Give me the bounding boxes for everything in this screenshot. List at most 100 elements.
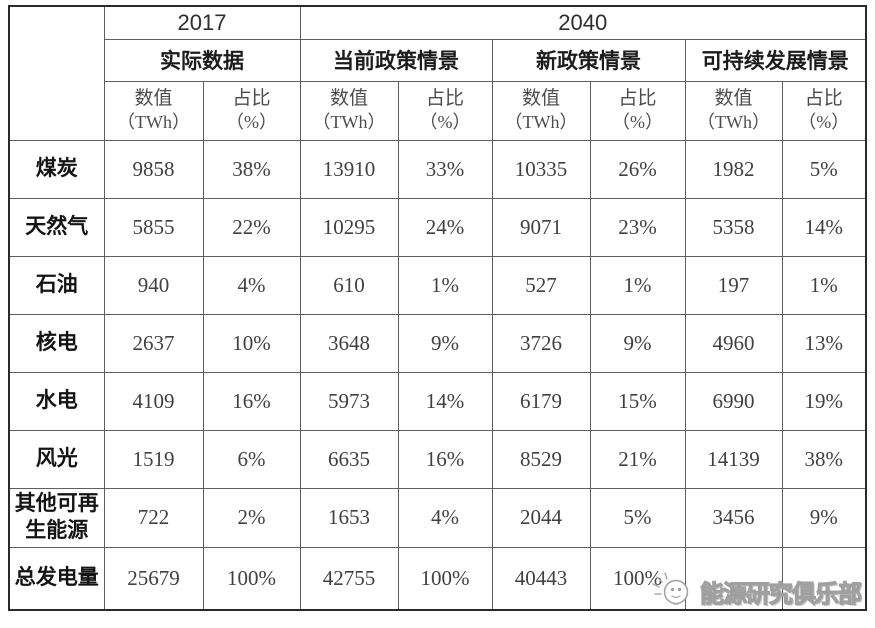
data-cell: 38% [781, 429, 867, 489]
data-cell: 4% [397, 487, 493, 548]
data-cell: 8529 [491, 429, 591, 489]
value-unit: （TWh） [117, 112, 190, 133]
value-unit: （TWh） [504, 112, 578, 133]
value-label: 数值 [521, 88, 560, 110]
share-label: 占比 [618, 88, 657, 110]
data-cell [684, 546, 783, 611]
row-label: 天然气 [8, 197, 105, 257]
data-cell: 10% [202, 313, 301, 373]
value-twh-header: 数值 （TWh） [299, 80, 399, 141]
row-label: 水电 [8, 371, 105, 431]
share-unit: （%） [419, 112, 471, 133]
data-cell: 14139 [684, 429, 783, 489]
table-row: 风光 1519 6% 6635 16% 8529 21% 14139 38% [8, 429, 867, 489]
data-cell: 14% [397, 371, 493, 431]
data-cell: 6635 [299, 429, 399, 489]
data-cell: 940 [103, 255, 204, 315]
data-cell: 4109 [103, 371, 204, 431]
data-cell: 5% [589, 487, 686, 548]
data-cell: 197 [684, 255, 783, 315]
value-twh-header: 数值 （TWh） [103, 80, 204, 141]
energy-generation-table: 2017 2040 实际数据 当前政策情景 新政策情景 可持续发展情景 数值 （… [8, 5, 867, 611]
header-year-row: 2017 2040 [8, 5, 867, 141]
share-pct-header: 占比 （%） [202, 80, 301, 141]
scenario-sustainable: 可持续发展情景 [684, 38, 867, 82]
share-pct-header: 占比 （%） [589, 80, 686, 141]
share-unit: （%） [612, 112, 663, 133]
data-cell: 1% [397, 255, 493, 315]
data-cell: 2637 [103, 313, 204, 373]
data-cell: 14% [781, 197, 867, 257]
corner-cell [8, 5, 105, 141]
data-cell: 9% [589, 313, 686, 373]
table-row: 水电 4109 16% 5973 14% 6179 15% 6990 19% [8, 371, 867, 431]
data-cell: 3726 [491, 313, 591, 373]
data-cell: 6179 [491, 371, 591, 431]
value-label: 数值 [714, 88, 753, 110]
data-cell: 42755 [299, 546, 399, 611]
row-label: 核电 [8, 313, 105, 373]
year-2017-header: 2017 [103, 5, 301, 40]
data-cell: 3456 [684, 487, 783, 548]
data-cell: 5973 [299, 371, 399, 431]
data-cell: 21% [589, 429, 686, 489]
year-2040-header: 2040 [299, 5, 867, 40]
row-label: 风光 [8, 429, 105, 489]
share-pct-header: 占比 （%） [397, 80, 493, 141]
header-sub-row: 数值 （TWh） 占比 （%） 数值 （TWh） 占比 （%） 数值 （TW [9, 80, 867, 141]
scenario-new-policy: 新政策情景 [491, 38, 686, 82]
data-cell: 5855 [103, 197, 204, 257]
data-cell: 1% [589, 255, 686, 315]
data-cell [781, 546, 867, 611]
share-unit: （%） [798, 112, 850, 133]
data-cell: 33% [397, 139, 493, 199]
data-cell: 16% [202, 371, 301, 431]
data-cell: 100% [397, 546, 493, 611]
value-twh-header: 数值 （TWh） [491, 80, 591, 141]
data-cell: 5% [781, 139, 867, 199]
data-cell: 22% [202, 197, 301, 257]
table-row: 核电 2637 10% 3648 9% 3726 9% 4960 13% [8, 313, 867, 373]
data-cell: 610 [299, 255, 399, 315]
data-cell: 4% [202, 255, 301, 315]
data-cell: 5358 [684, 197, 783, 257]
data-cell: 722 [103, 487, 204, 548]
share-pct-header: 占比 （%） [781, 80, 867, 141]
data-cell: 1653 [299, 487, 399, 548]
scenario-current-policy: 当前政策情景 [299, 38, 493, 82]
data-cell: 10295 [299, 197, 399, 257]
share-label: 占比 [804, 88, 843, 110]
data-cell: 6% [202, 429, 301, 489]
row-label: 其他可再生能源 [8, 487, 105, 548]
data-cell: 13% [781, 313, 867, 373]
data-cell: 23% [589, 197, 686, 257]
data-cell: 4960 [684, 313, 783, 373]
value-twh-header: 数值 （TWh） [684, 80, 783, 141]
data-cell: 26% [589, 139, 686, 199]
data-cell: 19% [781, 371, 867, 431]
data-cell: 1519 [103, 429, 204, 489]
share-unit: （%） [226, 112, 277, 133]
data-cell: 9% [781, 487, 867, 548]
data-cell: 1% [781, 255, 867, 315]
data-cell: 527 [491, 255, 591, 315]
data-cell: 3648 [299, 313, 399, 373]
data-cell: 1982 [684, 139, 783, 199]
value-unit: （TWh） [697, 112, 770, 133]
header-scenario-row: 实际数据 当前政策情景 新政策情景 可持续发展情景 [9, 38, 867, 82]
table-row: 总发电量 25679 100% 42755 100% 40443 100% [8, 546, 867, 611]
data-cell: 16% [397, 429, 493, 489]
data-cell: 40443 [491, 546, 591, 611]
data-cell: 9858 [103, 139, 204, 199]
data-cell: 100% [202, 546, 301, 611]
data-cell: 2044 [491, 487, 591, 548]
value-unit: （TWh） [312, 112, 386, 133]
table-row: 其他可再生能源 722 2% 1653 4% 2044 5% 3456 9% [8, 487, 867, 548]
data-cell: 9% [397, 313, 493, 373]
share-label: 占比 [232, 88, 271, 110]
scenario-actual-data: 实际数据 [103, 38, 301, 82]
value-label: 数值 [134, 88, 173, 110]
data-cell: 38% [202, 139, 301, 199]
data-cell: 100% [589, 546, 686, 611]
table-row: 天然气 5855 22% 10295 24% 9071 23% 5358 14% [8, 197, 867, 257]
